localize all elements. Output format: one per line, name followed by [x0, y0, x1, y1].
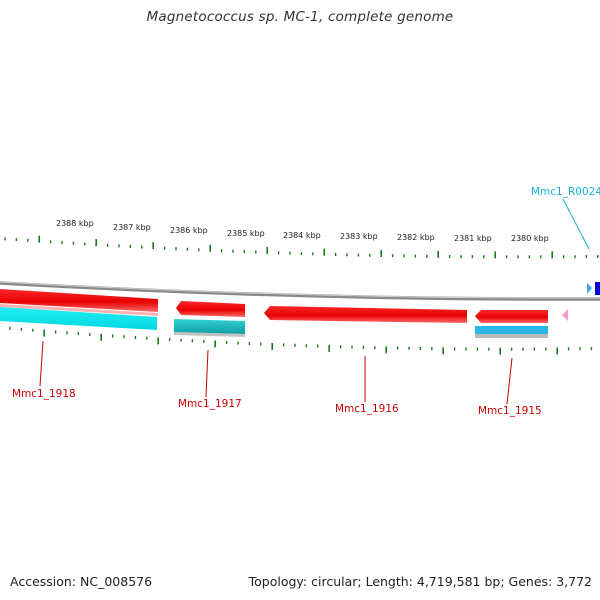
tick-label-2388: 2388 kbp	[56, 219, 94, 228]
leader-Mmc1_1917	[205, 349, 209, 398]
gene-label-Mmc1_1918[interactable]: Mmc1_1918	[12, 388, 76, 400]
cds-Mmc1_1918[interactable]	[0, 307, 157, 330]
genome-backbone	[0, 281, 600, 301]
tick-label-2380: 2380 kbp	[511, 234, 549, 243]
inner-tick-row	[9, 326, 593, 355]
outer-tick-row	[4, 235, 599, 259]
genome-summary-text: Topology: circular; Length: 4,719,581 bp…	[248, 574, 592, 589]
gene-label-Mmc1_1915[interactable]: Mmc1_1915	[478, 405, 542, 417]
leader-Mmc1_R0024	[562, 198, 590, 250]
accession-text: Accession: NC_008576	[10, 574, 153, 589]
gene-Mmc1_1915[interactable]	[475, 310, 548, 323]
pink-feature[interactable]	[562, 309, 568, 321]
tick-label-2386: 2386 kbp	[170, 226, 208, 235]
tick-label-2381: 2381 kbp	[454, 234, 492, 243]
rna-feature-light-blue[interactable]	[587, 283, 592, 294]
leader-Mmc1_1915	[506, 357, 513, 405]
gene-label-Mmc1_1916[interactable]: Mmc1_1916	[335, 403, 399, 415]
tick-label-2384: 2384 kbp	[283, 231, 321, 240]
gene-label-Mmc1_1917[interactable]: Mmc1_1917	[178, 398, 242, 410]
leader-Mmc1_1918	[39, 340, 44, 387]
tick-label-2385: 2385 kbp	[227, 229, 265, 238]
gene-Mmc1_1917[interactable]	[176, 301, 245, 317]
tick-label-2382: 2382 kbp	[397, 233, 435, 242]
tick-label-2383: 2383 kbp	[340, 232, 378, 241]
gene-Mmc1_1918[interactable]	[0, 289, 158, 316]
cds-Mmc1_1915[interactable]	[475, 326, 548, 338]
cds-Mmc1_1917[interactable]	[174, 319, 245, 337]
gene-Mmc1_1916[interactable]	[264, 306, 467, 323]
rna-feature-blue[interactable]	[595, 282, 600, 295]
rna-label-Mmc1_R0024[interactable]: Mmc1_R0024	[531, 186, 600, 198]
scale-labels: 2388 kbp 2387 kbp 2386 kbp 2385 kbp 2384…	[56, 219, 549, 243]
tick-label-2387: 2387 kbp	[113, 223, 151, 232]
genome-backbone-highlight	[0, 281, 600, 299]
map-title: Magnetococcus sp. MC-1, complete genome	[146, 9, 454, 25]
